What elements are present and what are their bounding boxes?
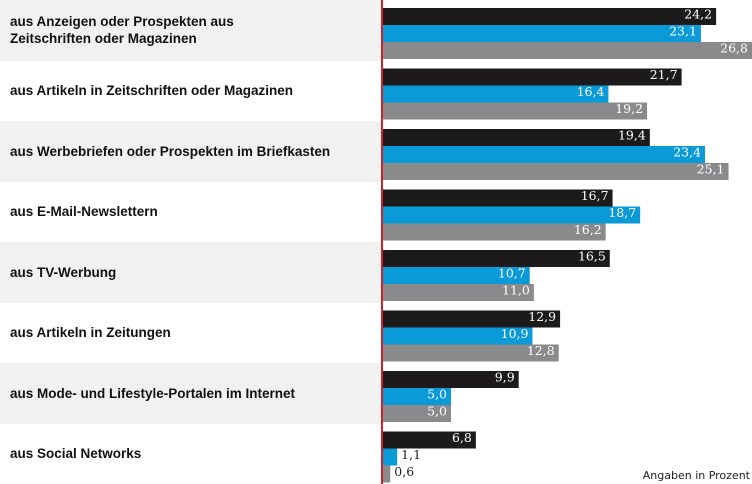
bar [382,344,559,362]
bar [382,42,752,59]
value-label: 0,6 [394,464,414,479]
value-label: 24,2 [684,7,712,22]
category-row: aus Werbebriefen oder Prospekten im Brie… [0,121,382,182]
value-label: 18,7 [608,205,636,220]
value-label: 5,0 [427,387,447,402]
category-label: aus Artikeln in Zeitungen [10,325,171,341]
bar [382,388,452,405]
value-label: 6,8 [452,430,472,445]
bar [382,102,648,120]
category-row: aus Artikeln in Zeitungen [0,302,382,363]
category-label: aus Artikeln in Zeitschriften oder Magaz… [10,83,294,99]
bar [382,129,650,146]
bar [382,25,701,42]
bar [382,284,534,301]
category-row: aus Anzeigen oder Prospekten aus Zeitsch… [0,0,382,61]
category-row: aus Artikeln in Zeitschriften oder Magaz… [0,60,382,121]
category-label: aus TV-Werbung [10,264,117,280]
value-label: 12,9 [528,309,556,324]
bar [382,223,606,241]
bar [382,465,391,483]
value-label: 23,4 [673,145,701,160]
bar [382,189,613,207]
note: Angaben in Prozent [643,469,751,482]
bar [382,310,561,328]
bar [382,163,729,180]
category-label: aus Anzeigen oder Prospekten aus Zeitsch… [10,14,234,47]
category-row: aus Mode- und Lifestyle-Portalen im Inte… [0,363,382,424]
value-label: 1,1 [401,447,421,462]
value-label: 19,4 [618,128,646,143]
bar [382,431,476,449]
value-label: 9,9 [495,370,515,385]
category-label: aus Social Networks [10,446,142,462]
value-label: 16,7 [581,188,609,203]
category-row: aus Social Networks [0,423,382,484]
value-label: 21,7 [650,67,678,82]
value-label: 5,0 [427,404,447,419]
value-label: 25,1 [697,162,725,177]
category-label: aus Mode- und Lifestyle-Portalen im Inte… [10,385,296,401]
bar [382,448,398,466]
value-label: 10,7 [498,266,526,281]
value-label: 19,2 [615,101,643,116]
value-label: 26,8 [720,41,748,56]
bar [382,206,641,224]
value-label: 16,2 [574,222,602,237]
bar [382,371,519,388]
bar [382,68,682,86]
value-label: 12,8 [527,343,555,358]
bar [382,327,533,345]
bar [382,85,609,103]
value-label: 16,4 [577,84,605,99]
bar [382,146,706,163]
category-label: aus Werbebriefen oder Prospekten im Brie… [10,143,331,159]
bar [382,8,717,25]
value-label: 16,5 [578,249,606,264]
value-label: 23,1 [669,24,697,39]
category-row: aus E-Mail-Newslettern [0,181,382,242]
category-label: aus E-Mail-Newslettern [10,204,158,220]
bar [382,405,452,422]
bar [382,250,610,267]
value-label: 11,0 [502,283,530,298]
value-label: 10,9 [501,326,529,341]
category-row: aus TV-Werbung [0,242,382,303]
bar [382,267,530,284]
